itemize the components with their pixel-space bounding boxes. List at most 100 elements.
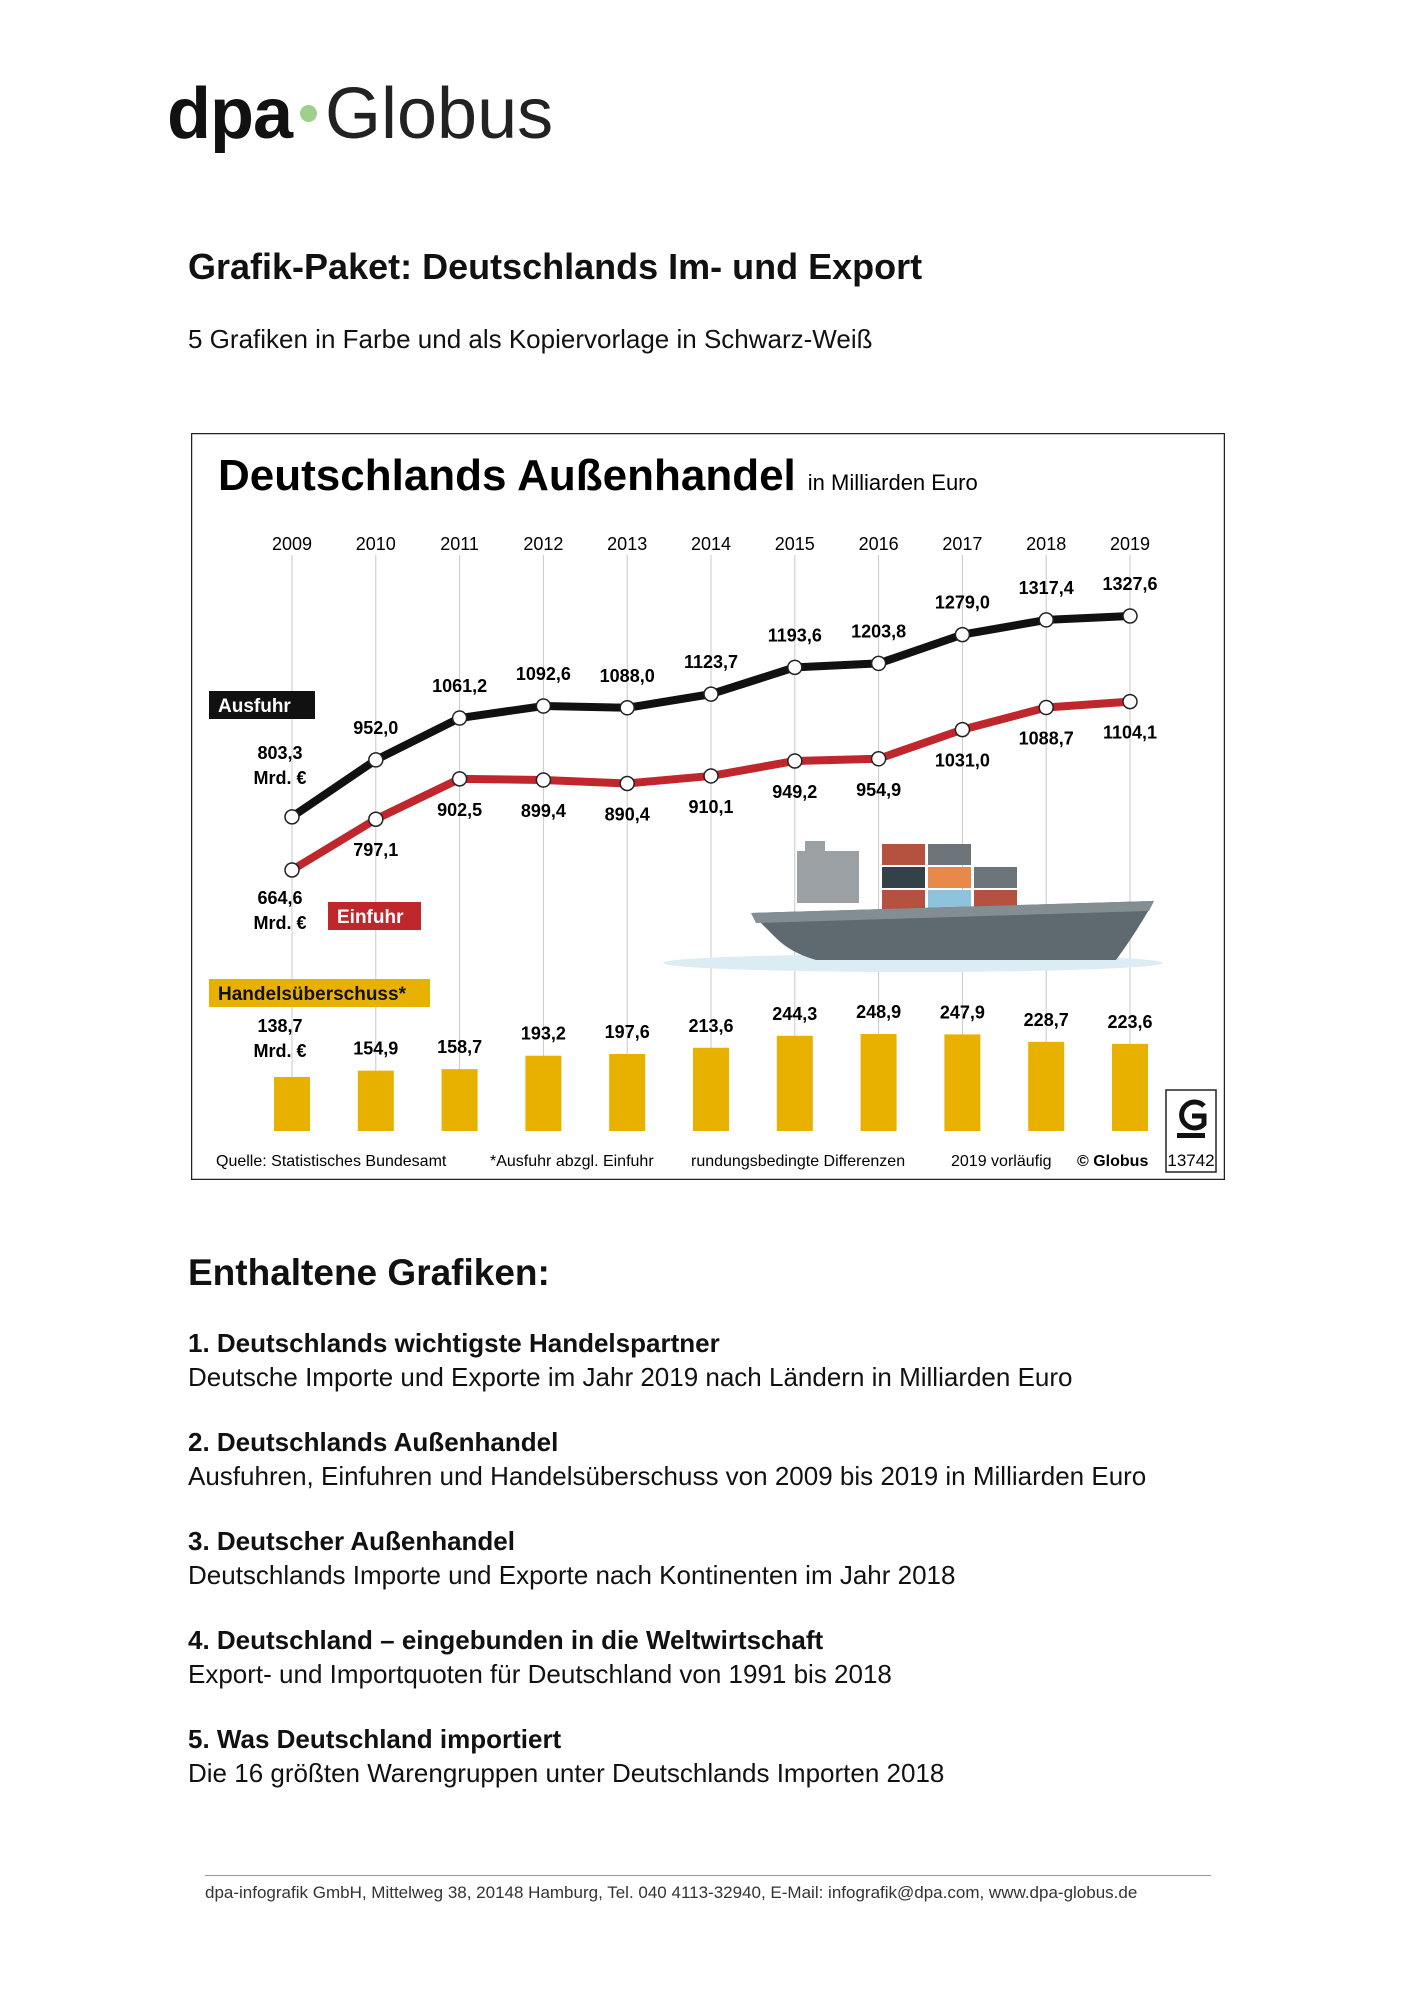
item-description: Die 16 größten Warengruppen unter Deutsc…	[188, 1758, 945, 1788]
logo-dpa: dpa	[167, 74, 293, 154]
bar	[274, 1076, 310, 1131]
x-tick-label: 2016	[859, 534, 899, 554]
data-label: 223,6	[1107, 1012, 1152, 1032]
x-tick-label: 2011	[440, 534, 479, 554]
data-point	[1122, 608, 1138, 624]
ship-bridge	[797, 851, 859, 903]
chart-title: Deutschlands Außenhandel in Milliarden Eu…	[218, 451, 978, 500]
data-label: 1031,0	[935, 751, 990, 771]
data-point	[535, 772, 552, 788]
legend-label: Ausfuhr	[218, 696, 291, 717]
data-label: 1088,7	[1019, 729, 1074, 749]
container	[928, 890, 971, 911]
data-point	[1038, 699, 1054, 716]
ship-deck	[751, 901, 1154, 923]
data-label: 193,2	[521, 1024, 566, 1044]
container	[928, 844, 971, 865]
item-title: 5. Was Deutschland importiert	[188, 1724, 562, 1754]
bar	[1112, 1043, 1148, 1131]
container	[974, 867, 1017, 888]
data-label: 902,5	[437, 800, 482, 820]
data-point	[535, 698, 552, 714]
bar	[944, 1034, 981, 1131]
data-label: 952,0	[353, 718, 398, 738]
data-label: 247,9	[940, 1002, 985, 1022]
bar	[776, 1035, 813, 1131]
x-tick-label: 2013	[607, 534, 647, 554]
unit-label: Mrd. €	[253, 768, 306, 788]
data-label: 803,3	[257, 743, 302, 763]
data-label: 1104,1	[1103, 723, 1157, 743]
data-label: 138,7	[257, 1016, 302, 1036]
logo-glyph	[1179, 1099, 1207, 1131]
x-tick-label: 2015	[775, 534, 815, 554]
data-point	[368, 752, 384, 768]
unit-label: Mrd. €	[253, 1041, 306, 1061]
item-description: Deutsche Importe und Exporte im Jahr 201…	[188, 1362, 1073, 1392]
bar	[609, 1053, 646, 1131]
ship-mast	[805, 841, 825, 853]
data-point	[619, 700, 635, 716]
bar	[860, 1034, 897, 1131]
item-title: 4. Deutschland – eingebunden in die Welt…	[188, 1625, 824, 1655]
item-title: 2. Deutschlands Außenhandel	[188, 1427, 559, 1457]
data-label: 1092,6	[516, 664, 571, 684]
data-label: 158,7	[437, 1037, 482, 1057]
data-point	[787, 753, 803, 769]
footnote: rundungsbedingte Differenzen	[691, 1153, 905, 1170]
data-point	[619, 775, 635, 792]
data-label: 1061,2	[432, 676, 487, 696]
data-label: 213,6	[688, 1016, 733, 1036]
chart-subtitle: in Milliarden Euro	[808, 470, 978, 495]
contents-item: 1. Deutschlands wichtigste Handelspartne…	[188, 1326, 1073, 1394]
legend-box	[328, 902, 421, 930]
data-label: 228,7	[1024, 1010, 1069, 1030]
item-title: 3. Deutscher Außenhandel	[188, 1526, 515, 1556]
data-point	[787, 659, 803, 676]
item-description: Ausfuhren, Einfuhren und Handelsüberschu…	[188, 1461, 1147, 1491]
bar	[693, 1047, 729, 1131]
data-point	[870, 751, 887, 767]
item-title: 1. Deutschlands wichtigste Handelspartne…	[188, 1328, 720, 1358]
data-point	[451, 710, 468, 726]
data-point	[451, 771, 468, 787]
logo-globus: Globus	[325, 74, 554, 154]
x-tick-label: 2012	[523, 534, 563, 554]
page-title: Grafik-Paket: Deutschlands Im- und Expor…	[188, 246, 923, 287]
footnote: © Globus	[1077, 1153, 1148, 1170]
legend-box	[209, 979, 430, 1007]
x-tick-label: 2014	[691, 534, 731, 554]
data-label: 890,4	[605, 804, 650, 824]
x-tick-label: 2019	[1110, 534, 1150, 554]
page-subtitle: 5 Grafiken in Farbe und als Kopiervorlag…	[188, 324, 873, 354]
logo-id: 13742	[1167, 1151, 1214, 1170]
contents-item: 2. Deutschlands Außenhandel Ausfuhren, Ei…	[188, 1425, 1146, 1493]
data-label: 954,9	[856, 780, 901, 800]
unit-label: Mrd. €	[253, 913, 306, 933]
data-label: 1123,7	[684, 652, 738, 672]
data-label: 1279,0	[935, 593, 990, 613]
footnote: *Ausfuhr abzgl. Einfuhr	[490, 1153, 654, 1170]
data-label: 248,9	[856, 1002, 901, 1022]
footer: dpa-infografik GmbH, Mittelweg 38, 20148…	[205, 1883, 1138, 1902]
data-point	[1122, 693, 1138, 710]
contents-item: 3. Deutscher Außenhandel Deutschlands Imp…	[188, 1524, 955, 1592]
container	[882, 867, 925, 888]
data-label: 1193,6	[768, 625, 822, 645]
data-label: 154,9	[353, 1039, 398, 1059]
logo-dot	[300, 105, 318, 123]
x-tick-label: 2017	[942, 534, 982, 554]
x-tick-label: 2009	[272, 534, 312, 554]
bar	[441, 1069, 478, 1131]
container	[882, 890, 925, 911]
data-point	[870, 655, 887, 672]
chart: Deutschlands Außenhandel in Milliarden Eu…	[191, 433, 1225, 1180]
footnote: Quelle: Statistisches Bundesamt	[216, 1153, 447, 1170]
data-point	[284, 862, 300, 878]
x-tick-label: 2010	[356, 534, 396, 554]
contents-item: 4. Deutschland – eingebunden in die Welt…	[188, 1623, 892, 1691]
data-label: 664,6	[257, 888, 302, 908]
globus-logo: 13742	[1165, 1089, 1217, 1173]
item-description: Export- und Importquoten für Deutschland…	[188, 1659, 892, 1689]
